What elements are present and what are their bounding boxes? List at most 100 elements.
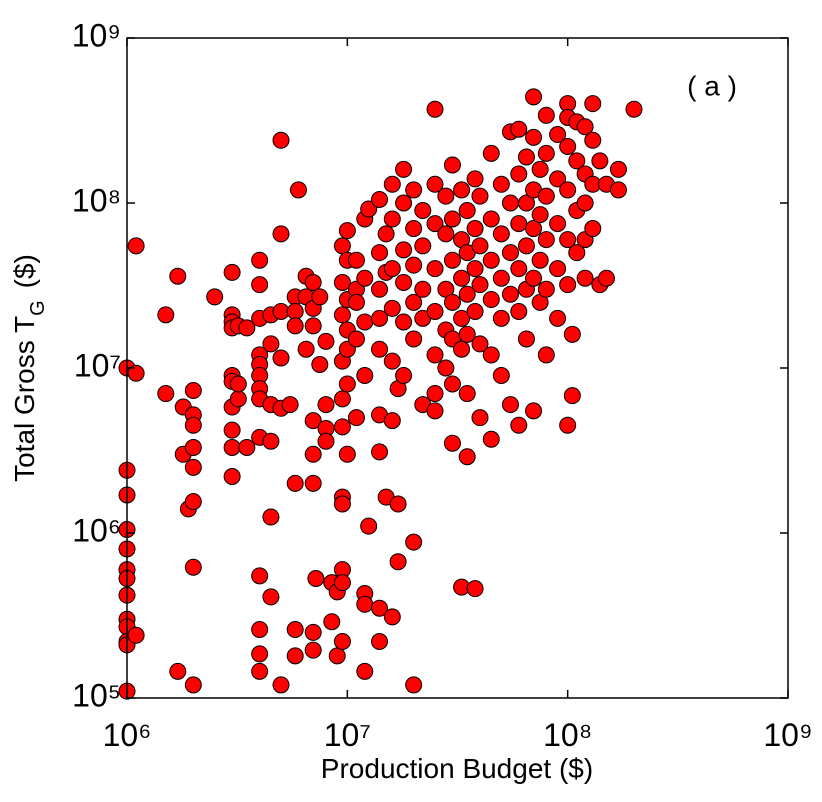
scatter-point [304,412,322,430]
scatter-point [272,303,290,321]
scatter-point [466,220,484,238]
scatter-point [169,267,187,285]
scatter-point [405,181,423,199]
scatter-point [238,319,256,337]
scatter-point [272,349,290,367]
scatter-point [286,621,304,639]
scatter-point [458,325,476,343]
scatter-point [272,131,290,149]
scatter-point [184,458,202,476]
scatter-point [482,291,500,309]
scatter-point [414,280,432,298]
scatter-point [356,269,374,287]
scatter-point [414,237,432,255]
scatter-point [389,553,407,571]
scatter-point [169,662,187,680]
scatter-point [371,191,389,209]
y-tick-label: 10⁶ [72,512,121,548]
scatter-point [437,359,455,377]
scatter-point [531,160,549,178]
scatter-point [251,567,269,585]
scatter-point [395,194,413,212]
scatter-point [584,131,602,149]
scatter-point [184,382,202,400]
scatter-point [371,599,389,617]
y-axis-label-text: Total Gross T [9,316,40,482]
scatter-point [262,508,280,526]
scatter-point [443,210,461,228]
scatter-point [333,495,351,513]
scatter-point [458,385,476,403]
scatter-point [356,595,374,613]
scatter-point [482,346,500,364]
scatter-point [482,144,500,162]
scatter-point [405,533,423,551]
scatter-point [405,293,423,311]
scatter-point [371,309,389,327]
scatter-point [286,317,304,335]
scatter-point [437,225,455,243]
scatter-point [395,160,413,178]
scatter-point [466,303,484,321]
scatter-point [453,340,471,358]
scatter-point [338,222,356,240]
scatter-point [471,237,489,255]
scatter-point [471,276,489,294]
scatter-point [251,251,269,269]
scatter-point [525,269,543,287]
scatter-point [333,237,351,255]
scatter-point [338,375,356,393]
scatter-point [389,495,407,513]
scatter-point [297,340,315,358]
x-tick-label: 10⁹ [763,717,812,753]
scatter-point [458,448,476,466]
scatter-point [531,251,549,269]
scatter-point [262,588,280,606]
scatter-point [307,569,325,587]
scatter-point [371,443,389,461]
scatter-point [383,210,401,228]
scatter-point [443,375,461,393]
scatter-point [426,260,444,278]
scatter-point [333,418,351,436]
scatter-point [347,293,365,311]
x-tick-label: 10⁷ [324,717,371,753]
scatter-point [525,220,543,238]
y-tick-label: 10⁵ [72,677,121,713]
x-tick-label: 10⁸ [543,717,592,753]
scatter-point [549,215,567,233]
scatter-point [549,126,567,144]
scatter-point [568,152,586,170]
scatter-point [576,194,594,212]
scatter-point [311,356,329,374]
scatter-point [471,335,489,353]
scatter-point [405,256,423,274]
scatter-point [356,313,374,331]
scatter-point [251,645,269,663]
scatter-point [356,367,374,385]
scatter-point [510,120,528,138]
scatter-point [559,416,577,434]
scatter-point [453,181,471,199]
panel-annotation: ( a ) [687,70,737,101]
scatter-point [510,165,528,183]
scatter-point [356,662,374,680]
points-layer [118,88,643,700]
scatter-point [576,269,594,287]
scatter-point [286,474,304,492]
scatter-point [395,241,413,259]
scatter-point [206,288,224,306]
scatter-point [501,194,519,212]
scatter-point [437,187,455,205]
scatter-point [317,396,335,414]
scatter-point [501,396,519,414]
scatter-point [443,156,461,174]
scatter-point [492,309,510,327]
scatter-point [405,676,423,694]
scatter-point [262,335,280,353]
scatter-point [223,468,241,486]
scatter-point [492,367,510,385]
scatter-point [537,144,555,162]
scatter-point [304,273,322,291]
scatter-point [443,251,461,269]
